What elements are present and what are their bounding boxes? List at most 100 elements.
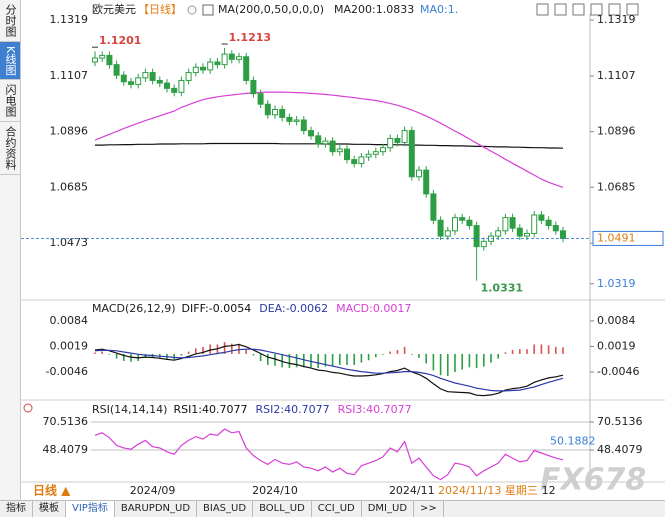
candle-body: [92, 57, 98, 63]
footer-tab[interactable]: BIAS_UD: [197, 501, 254, 517]
indicator-line: [95, 142, 564, 149]
candle-body: [128, 81, 134, 85]
candle-body: [344, 148, 350, 161]
tool-icon[interactable]: [626, 3, 639, 16]
candle-body: [164, 82, 170, 89]
footer-tab[interactable]: VIP指标: [66, 501, 115, 517]
macd-bar: [540, 344, 543, 354]
footer-tab[interactable]: BOLL_UD: [253, 501, 312, 517]
add-icon[interactable]: [187, 5, 197, 15]
candle-body: [502, 217, 509, 232]
candle-body: [480, 240, 487, 248]
macd-bar: [180, 353, 183, 356]
tool-icon[interactable]: [536, 3, 549, 16]
y-tick-label: -0.0046: [597, 365, 639, 378]
macd-bar: [562, 347, 564, 354]
candle-body: [452, 217, 458, 232]
footer-tab[interactable]: >>: [414, 501, 444, 517]
macd-bar: [468, 353, 471, 368]
candle-body: [106, 54, 113, 66]
candle-body: [300, 119, 307, 132]
candle-body: [538, 214, 545, 221]
x-tick-label: 2024/11: [389, 484, 435, 497]
side-tab[interactable]: 闪电图: [0, 80, 20, 123]
candle-body: [293, 119, 300, 122]
macd-bar: [223, 342, 226, 354]
panel-value-label: DIFF:-0.0054: [182, 302, 252, 315]
side-tab[interactable]: 合约资料: [0, 122, 20, 176]
settings-icon[interactable]: [23, 403, 33, 413]
candle-body: [214, 61, 221, 66]
candle-body: [365, 153, 372, 158]
macd-bar: [274, 353, 276, 366]
macd-bar: [295, 353, 298, 368]
candle-body: [185, 72, 192, 81]
candle-body: [401, 130, 408, 143]
candle-body: [171, 87, 178, 93]
tool-icon[interactable]: [572, 3, 585, 16]
candle-body: [545, 219, 552, 227]
footer-tab[interactable]: CCI_UD: [312, 501, 362, 517]
candle-body: [372, 151, 379, 155]
tool-icon[interactable]: [608, 3, 621, 16]
footer-tab[interactable]: 指标: [0, 501, 33, 517]
macd-bar: [130, 353, 132, 362]
candle-body: [308, 130, 314, 137]
macd-bar: [360, 353, 363, 363]
side-tab[interactable]: 分时图: [0, 0, 20, 42]
macd-bar: [432, 353, 435, 371]
candle-body: [279, 108, 286, 118]
footer-tab[interactable]: DMI_UD: [362, 501, 415, 517]
period: 【日线】: [138, 2, 182, 16]
y-tick-label: 1.0685: [597, 180, 636, 193]
macd-bar: [483, 353, 485, 367]
candle-body: [473, 225, 480, 248]
macd-bar: [403, 346, 406, 354]
candle-body: [272, 108, 278, 116]
indicator-line: [94, 91, 564, 188]
macd-bar: [281, 353, 283, 368]
side-tab[interactable]: K线图: [0, 42, 20, 81]
y-tick-label: 1.1319: [597, 13, 636, 26]
footer-tab[interactable]: BARUPDN_UD: [115, 501, 198, 517]
candle-body: [322, 140, 329, 145]
indicator-line: [94, 348, 564, 392]
tool-icon[interactable]: [554, 3, 567, 16]
macd-bar: [439, 353, 442, 376]
indicator-icon[interactable]: [202, 4, 214, 16]
indicator-line: [94, 343, 564, 397]
candle-body: [416, 169, 422, 178]
y-tick-label: 70.5136: [597, 415, 643, 428]
footer-tabs: 指标 模板 VIP指标 BARUPDN_UD BIAS_UD BOLL_UD CCI_UD D…: [0, 500, 665, 517]
x-tick-label: 2024/09: [130, 484, 176, 497]
macd-bar: [425, 353, 427, 364]
y-tick-label: 1.1107: [50, 69, 89, 82]
period-label[interactable]: 日线 ▲: [33, 483, 71, 498]
panel-value-label: RSI3:40.7077: [338, 403, 412, 416]
macd-bar: [310, 353, 312, 368]
sidebar: 分时图 K线图 闪电图 合约资料: [0, 0, 21, 500]
candle-body: [437, 219, 444, 237]
candle-body: [286, 116, 293, 122]
y-tick-label: 1.0896: [50, 125, 89, 138]
panel-value-label: RSI1:40.7077: [173, 403, 247, 416]
y-tick-label: 1.0685: [50, 180, 89, 193]
candle-body: [358, 156, 365, 165]
macd-bar: [108, 353, 111, 355]
y-tick-label: 1.1107: [597, 69, 636, 82]
footer-tab[interactable]: 模板: [33, 501, 66, 517]
x-tick-label: 12: [542, 484, 556, 497]
y-tick-label: 1.1319: [50, 13, 89, 26]
macd-bar: [475, 353, 478, 369]
macd-bar: [173, 353, 175, 360]
panel-value-label: MACD:0.0017: [336, 302, 411, 315]
indicator-line: [94, 428, 564, 481]
tool-icon[interactable]: [590, 3, 603, 16]
candle-body: [250, 79, 257, 95]
candle-body: [336, 148, 343, 153]
candle-body: [351, 159, 358, 165]
candle-body: [113, 64, 120, 76]
candle-body: [156, 79, 163, 84]
y-tick-label: 70.5136: [43, 415, 89, 428]
macd-bar: [267, 353, 269, 365]
